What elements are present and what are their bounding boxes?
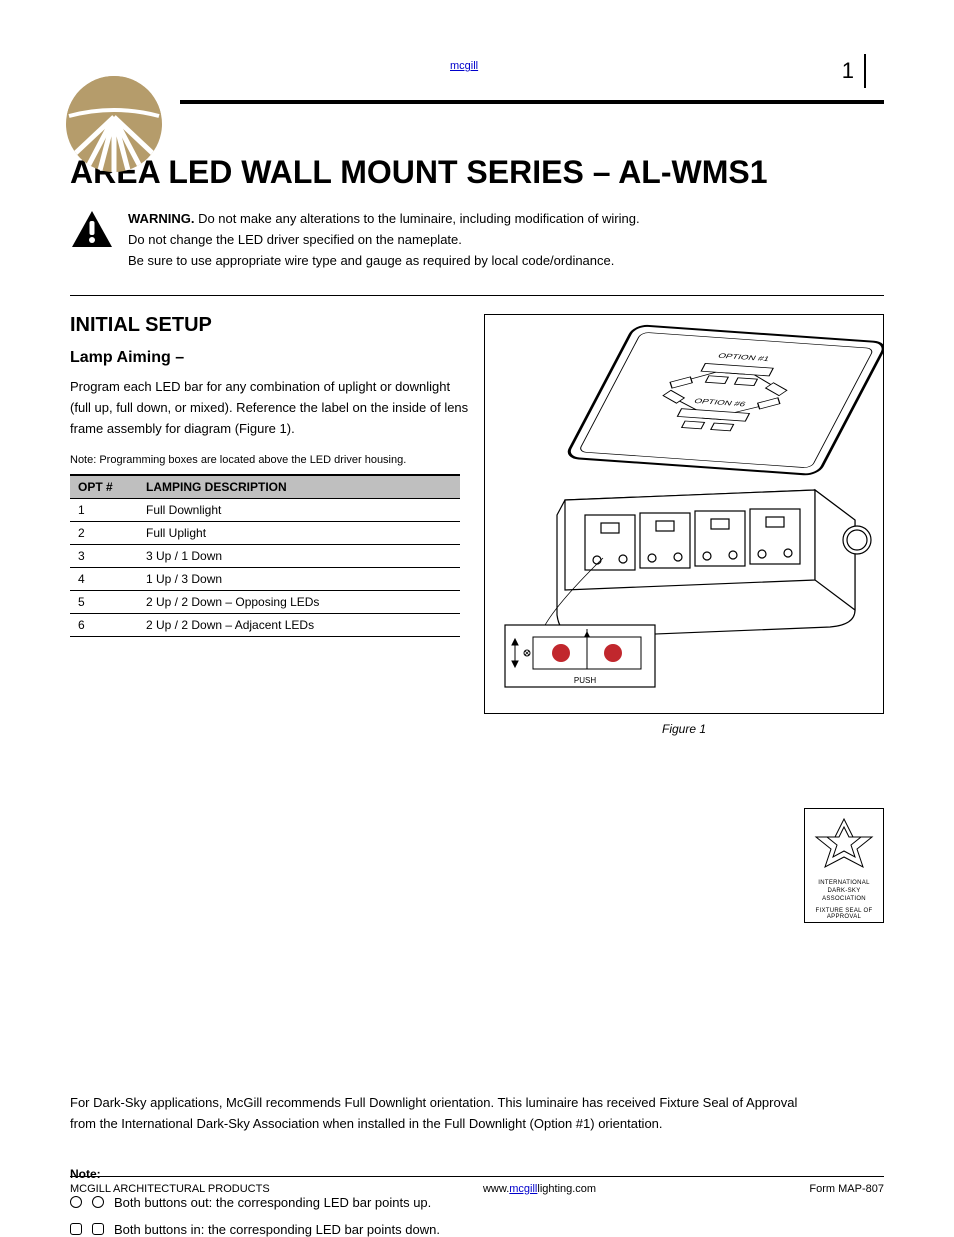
seal-line-4: FIXTURE SEAL OF APPROVAL (805, 908, 883, 920)
table-header-opt: OPT # (70, 475, 138, 499)
warning-line-1: Do not make any alterations to the lumin… (198, 211, 640, 226)
warning-text: WARNING. Do not make any alterations to … (128, 209, 640, 271)
page-number-divider (864, 54, 866, 88)
brand-logo-icon (64, 74, 164, 179)
warning-block: WARNING. Do not make any alterations to … (70, 209, 884, 271)
lamp-aim-body: Program each LED bar for any combination… (70, 377, 470, 439)
button-in-icon (70, 1223, 82, 1235)
header-rule (180, 100, 884, 104)
content: INITIAL SETUP Lamp Aiming – Program each… (70, 314, 884, 1236)
section-rule (70, 295, 884, 296)
footer-center: www.mcgilllighting.com (483, 1183, 596, 1195)
lamping-options-table: OPT # LAMPING DESCRIPTION 1Full Downligh… (70, 474, 460, 637)
figure-push-label: PUSH (574, 676, 596, 685)
button-out-icon (70, 1196, 82, 1208)
warning-label: WARNING. (128, 211, 194, 226)
seal-line-1: INTERNATIONAL (805, 880, 883, 886)
table-row: 2Full Uplight (70, 522, 460, 545)
figure-1-caption: Figure 1 (484, 722, 884, 736)
lamp-aim-note: Note: Programming boxes are located abov… (70, 452, 470, 469)
lamp-aim-heading: Lamp Aiming – (70, 349, 470, 367)
page-title: AREA LED WALL MOUNT SERIES – AL-WMS1 (70, 154, 884, 191)
figure-1: OPTION #1 OPTION #6 (484, 314, 884, 714)
page-header: mcgill 1 (70, 60, 884, 110)
footer-right: Form MAP-807 (809, 1183, 884, 1195)
dark-sky-seal: INTERNATIONAL DARK-SKY ASSOCIATION FIXTU… (804, 808, 884, 923)
table-header-desc: LAMPING DESCRIPTION (138, 475, 460, 499)
table-row: 62 Up / 2 Down – Adjacent LEDs (70, 614, 460, 637)
warning-line-2: Do not change the LED driver specified o… (128, 230, 640, 251)
table-row: 41 Up / 3 Down (70, 568, 460, 591)
left-column: INITIAL SETUP Lamp Aiming – Program each… (70, 314, 470, 637)
footer-left: MCGILL ARCHITECTURAL PRODUCTS (70, 1183, 270, 1195)
header-link[interactable]: mcgill (450, 60, 478, 72)
table-row: 52 Up / 2 Down – Opposing LEDs (70, 591, 460, 614)
dark-sky-star-icon (809, 813, 879, 873)
footer-link[interactable]: mcgill (509, 1183, 537, 1195)
button-in-icon (92, 1223, 104, 1235)
button-out-icon (92, 1196, 104, 1208)
setup-heading: INITIAL SETUP (70, 314, 470, 337)
note-text-1: Both buttons out: the corresponding LED … (114, 1195, 431, 1210)
note-item-1: Both buttons out: the corresponding LED … (70, 1195, 884, 1210)
page-number: 1 (842, 58, 854, 84)
page-footer: MCGILL ARCHITECTURAL PRODUCTS www.mcgill… (70, 1176, 884, 1195)
footer-rule (70, 1176, 884, 1177)
table-row: 1Full Downlight (70, 499, 460, 522)
seal-line-3: ASSOCIATION (805, 896, 883, 902)
seal-line-2: DARK-SKY (805, 888, 883, 894)
warning-icon (70, 209, 114, 254)
table-row: 33 Up / 1 Down (70, 545, 460, 568)
warning-line-3: Be sure to use appropriate wire type and… (128, 251, 640, 272)
dark-sky-body: For Dark-Sky applications, McGill recomm… (70, 1093, 810, 1135)
